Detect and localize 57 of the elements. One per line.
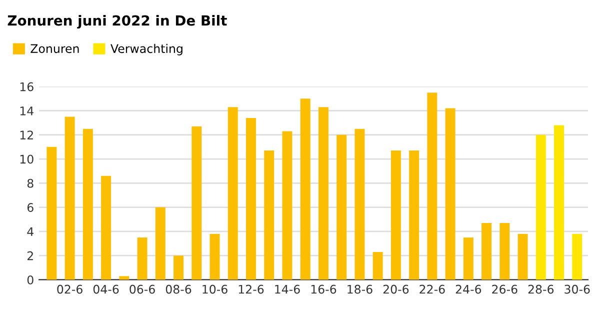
x-tick-label: 10-6 — [202, 284, 228, 294]
x-tick-label: 24-6 — [456, 284, 482, 294]
x-tick-label: 20-6 — [383, 284, 409, 294]
bar — [554, 125, 564, 280]
x-tick-label: 08-6 — [166, 284, 192, 294]
bar — [228, 107, 238, 280]
bar — [137, 237, 148, 280]
bar — [445, 108, 456, 280]
bar — [518, 234, 528, 280]
bar — [246, 118, 256, 280]
bar — [174, 256, 184, 280]
bar — [155, 207, 166, 280]
bar — [336, 134, 347, 280]
x-tick-label: 04-6 — [93, 284, 119, 294]
y-tick-label: 6 — [27, 203, 34, 212]
x-tick-label: 28-6 — [528, 284, 554, 294]
x-tick-label: 16-6 — [311, 284, 336, 294]
bar — [46, 146, 57, 280]
bar — [101, 176, 112, 280]
bar — [372, 252, 383, 280]
bar — [409, 150, 420, 280]
bar — [192, 126, 202, 280]
bar — [264, 150, 274, 280]
x-tick-label: 14-6 — [275, 284, 300, 294]
y-tick-label: 14 — [20, 106, 34, 116]
x-tick-label: 06-6 — [130, 284, 155, 294]
y-tick-label: 10 — [20, 154, 34, 164]
y-tick-label: 16 — [20, 82, 34, 92]
bar — [300, 98, 310, 280]
bar — [282, 131, 292, 280]
legend-label: Zonuren — [30, 44, 79, 54]
y-tick-label: 2 — [27, 251, 33, 260]
bar — [482, 222, 492, 280]
bar — [354, 128, 365, 280]
bar — [210, 234, 220, 280]
x-tick-label: 18-6 — [348, 284, 372, 294]
x-tick-label: 12-6 — [238, 284, 264, 294]
y-tick-label: 12 — [20, 130, 33, 140]
bar — [572, 234, 582, 280]
bar — [64, 116, 75, 280]
legend-label: Verwachting — [110, 44, 182, 56]
y-tick-label: 4 — [27, 227, 34, 236]
x-tick-label: 26-6 — [492, 284, 518, 294]
y-tick-label: 0 — [27, 275, 34, 284]
bar — [427, 92, 438, 280]
bar — [390, 150, 401, 280]
bar — [500, 222, 510, 280]
bar — [318, 107, 328, 280]
x-tick-label: 22-6 — [420, 284, 445, 294]
bar — [463, 237, 474, 280]
bar — [536, 134, 546, 280]
bar — [82, 128, 93, 280]
x-tick-label: 02-6 — [57, 284, 82, 294]
x-tick-label: 30-6 — [564, 284, 590, 294]
y-tick-label: 8 — [27, 178, 34, 188]
bar — [119, 276, 130, 280]
chart-title: Zonuren juni 2022 in De Bilt — [8, 14, 227, 29]
